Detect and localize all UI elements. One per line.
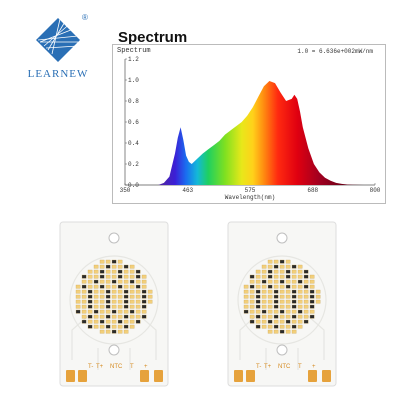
registered-mark: ® <box>82 13 88 22</box>
chart-annotation: 1.0 = 6.636e+002mW/nm <box>297 48 373 55</box>
solder-pads <box>234 370 331 382</box>
pad-label: NTC <box>110 364 123 370</box>
led-array <box>75 259 153 334</box>
mounting-hole <box>276 232 288 244</box>
mounting-hole <box>108 344 120 356</box>
cob-board-right: T- T+ NTC T + <box>226 220 338 388</box>
chart-title: Spectrum <box>117 47 151 55</box>
y-tick-label: 1.0 <box>128 77 139 84</box>
y-tick-label: 0.0 <box>128 182 139 189</box>
board-substrate <box>227 221 337 387</box>
board-traces <box>237 255 327 370</box>
x-tick-label: 463 <box>182 187 193 194</box>
cob-board-graphic: T- T+ NTC T + <box>59 221 169 387</box>
brand-logo: ® LEARNEW <box>18 6 98 86</box>
pad-label: T <box>130 364 134 370</box>
pad-label: T- <box>88 364 93 370</box>
pad-label: NTC <box>278 364 291 370</box>
x-axis-label: Wavelength(nm) <box>225 194 275 201</box>
cob-board-graphic: T- T+ NTC T + <box>227 221 337 387</box>
board-substrate <box>59 221 169 387</box>
mounting-hole <box>108 232 120 244</box>
y-tick-label: 0.4 <box>128 140 139 147</box>
x-tick-label: 575 <box>245 187 256 194</box>
x-tick-label: 800 <box>370 187 381 194</box>
learnew-logo-mark: ® <box>36 13 88 62</box>
pad-label: T <box>298 364 302 370</box>
pad-label: T+ <box>264 364 272 370</box>
cob-board-left: T- T+ NTC T + <box>58 220 170 388</box>
brand-name: LEARNEW <box>27 68 89 80</box>
y-tick-label: 0.6 <box>128 119 139 126</box>
pad-label: + <box>144 364 148 370</box>
spectrum-plot: 0.0 0.2 0.4 0.6 0.8 1.0 1.2 350 463 575 688 800 Wave… <box>120 56 381 201</box>
spectrum-chart: Spectrum 1.0 = 6.636e+002mW/nm 0.0 0.2 0.4… <box>112 44 386 204</box>
board-traces <box>69 255 159 370</box>
x-tick-label: 688 <box>307 187 318 194</box>
y-tick-label: 1.2 <box>128 56 139 63</box>
pad-label: + <box>312 364 316 370</box>
pad-label: T+ <box>96 364 104 370</box>
spectrum-series <box>152 81 364 185</box>
led-array <box>243 259 321 334</box>
y-tick-label: 0.8 <box>128 98 139 105</box>
section-heading: Spectrum <box>118 29 188 46</box>
pad-label: T- <box>256 364 261 370</box>
mounting-hole <box>276 344 288 356</box>
y-tick-label: 0.2 <box>128 161 139 168</box>
x-tick-label: 350 <box>120 187 131 194</box>
solder-pads <box>66 370 163 382</box>
